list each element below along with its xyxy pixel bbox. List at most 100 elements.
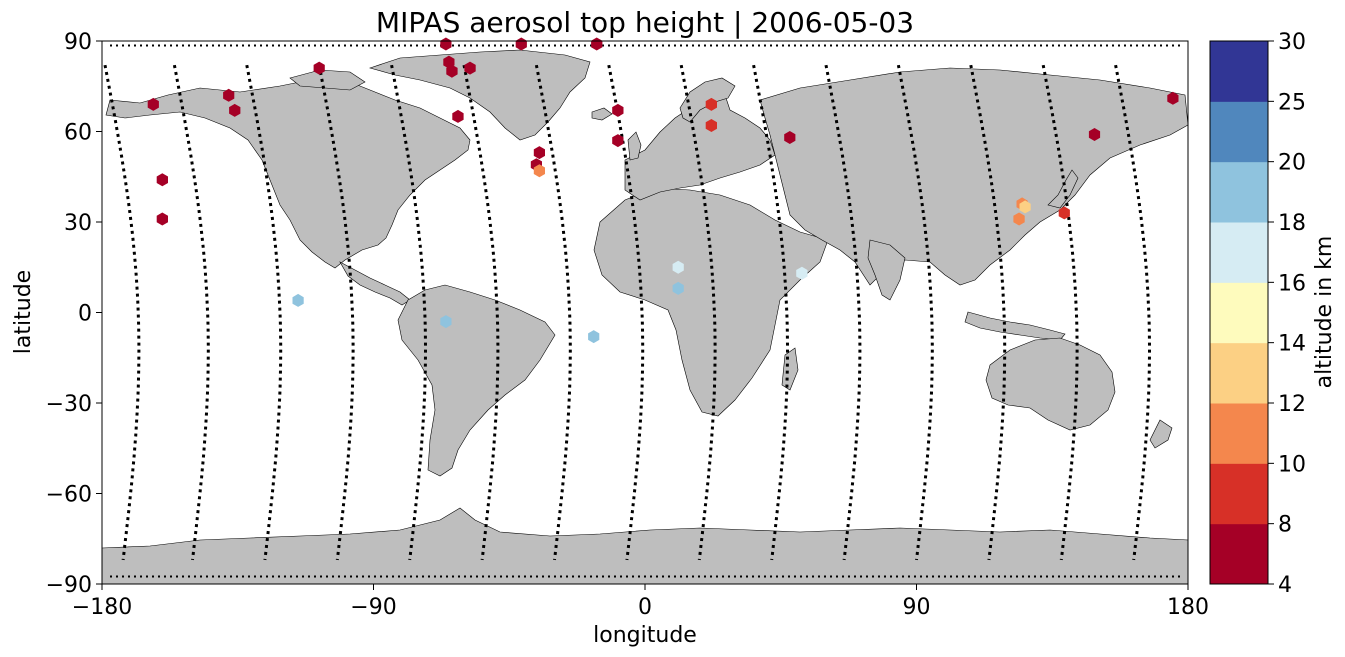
- map-area: [101, 37, 1189, 585]
- orbit-track: [462, 64, 500, 561]
- colorbar-ticks: 4 8 10 12 14 16 18 20 25 30: [1268, 30, 1306, 598]
- x-axis-ticks: −180 −90 0 90 180: [72, 584, 1209, 620]
- aerosol-point: [612, 134, 624, 148]
- land-antarctica: [101, 507, 1189, 585]
- aerosol-point: [1088, 128, 1101, 141]
- y-tick-label: −90: [46, 573, 92, 598]
- orbit-track: [1114, 64, 1151, 561]
- orbit-track: [607, 64, 645, 561]
- aerosol-point: [705, 97, 717, 111]
- colorbar-tick-label: 20: [1278, 151, 1306, 176]
- land-iceland: [591, 107, 613, 121]
- x-tick-label: 180: [1167, 595, 1209, 620]
- x-axis-label: longitude: [593, 623, 697, 648]
- x-tick-label: −90: [350, 595, 396, 620]
- aerosol-point: [1167, 91, 1179, 105]
- orbit-track: [172, 64, 210, 561]
- land-arctic-islands: [289, 69, 366, 91]
- aerosol-point: [705, 119, 717, 132]
- aerosol-point: [533, 164, 545, 178]
- colorbar-tick-label: 18: [1278, 211, 1306, 236]
- colorbar-tick-label: 8: [1278, 513, 1292, 538]
- aerosol-point: [796, 266, 808, 280]
- y-axis-ticks: −90 −60 −30 0 30 60 90: [46, 30, 102, 598]
- land-japan: [1047, 169, 1079, 209]
- aerosol-point: [784, 131, 796, 144]
- colorbar-tick-label: 4: [1278, 573, 1292, 598]
- land-central-america: [339, 261, 411, 306]
- orbit-track: [824, 64, 862, 561]
- land-new-zealand: [1149, 419, 1173, 449]
- aerosol-point: [156, 173, 168, 187]
- aerosol-point: [1013, 212, 1025, 226]
- aerosol-point: [612, 103, 624, 117]
- aerosol-point: [229, 103, 241, 117]
- aerosol-point: [223, 88, 235, 102]
- land-masses: [101, 49, 1189, 585]
- land-south-america: [397, 284, 556, 477]
- orbit-track: [969, 64, 1007, 561]
- y-tick-label: 0: [78, 302, 92, 327]
- colorbar-band: [1210, 41, 1268, 102]
- y-tick-label: −30: [46, 392, 92, 417]
- colorbar-tick-label: 25: [1278, 90, 1306, 115]
- orbit-track: [752, 64, 789, 561]
- colorbar-band: [1210, 222, 1268, 283]
- aerosol-point: [672, 260, 684, 274]
- colorbar-band: [1210, 523, 1268, 585]
- chart-title: MIPAS aerosol top height | 2006-05-03: [376, 6, 914, 39]
- land-india: [867, 239, 906, 301]
- aerosol-point: [446, 64, 458, 78]
- colorbar-tick-label: 16: [1278, 271, 1306, 296]
- land-asia: [759, 67, 1189, 286]
- colorbar: [1209, 40, 1269, 585]
- colorbar-tick-label: 10: [1278, 452, 1306, 477]
- orbit-tracks: [103, 44, 1184, 578]
- aerosol-point: [1058, 206, 1070, 220]
- colorbar-band: [1210, 342, 1268, 404]
- aerosol-point: [1019, 200, 1031, 214]
- x-tick-label: 0: [638, 595, 652, 620]
- orbit-track: [534, 64, 572, 561]
- colorbar-tick-label: 14: [1278, 332, 1306, 357]
- aerosol-point: [440, 315, 452, 329]
- aerosol-point: [533, 146, 545, 160]
- land-australia: [985, 337, 1116, 431]
- colorbar-band: [1210, 282, 1268, 344]
- y-axis-label: latitude: [11, 270, 36, 354]
- aerosol-point: [452, 109, 464, 123]
- aerosol-point: [147, 97, 159, 111]
- orbit-track: [317, 64, 355, 561]
- aerosol-point: [292, 293, 304, 307]
- orbit-track: [390, 64, 427, 561]
- aerosol-point: [672, 281, 684, 295]
- orbit-track: [1041, 64, 1079, 561]
- y-tick-label: −60: [46, 483, 92, 508]
- y-tick-label: 30: [64, 211, 92, 236]
- y-tick-label: 90: [64, 30, 92, 55]
- land-scandinavia: [679, 77, 736, 123]
- land-africa: [593, 187, 829, 417]
- land-uk: [627, 131, 642, 161]
- x-tick-label: −180: [72, 595, 132, 620]
- colorbar-band: [1210, 463, 1268, 525]
- orbit-track: [679, 64, 717, 561]
- colorbar-band: [1210, 403, 1268, 464]
- colorbar-label: altitude in km: [1312, 236, 1337, 389]
- orbit-track: [896, 64, 934, 561]
- aerosol-point: [464, 61, 476, 75]
- colorbar-band: [1210, 161, 1268, 223]
- colorbar-frame: [1209, 40, 1269, 585]
- colorbar-tick-label: 30: [1278, 30, 1306, 55]
- aerosol-point: [313, 61, 325, 75]
- y-tick-label: 60: [64, 121, 92, 146]
- orbit-track: [245, 64, 283, 561]
- x-tick-label: 90: [903, 595, 931, 620]
- aerosol-point: [588, 330, 600, 344]
- aerosol-point: [156, 212, 168, 226]
- colorbar-band: [1210, 101, 1268, 163]
- colorbar-tick-label: 12: [1278, 392, 1306, 417]
- orbit-track: [103, 64, 141, 561]
- land-greenland: [368, 49, 591, 141]
